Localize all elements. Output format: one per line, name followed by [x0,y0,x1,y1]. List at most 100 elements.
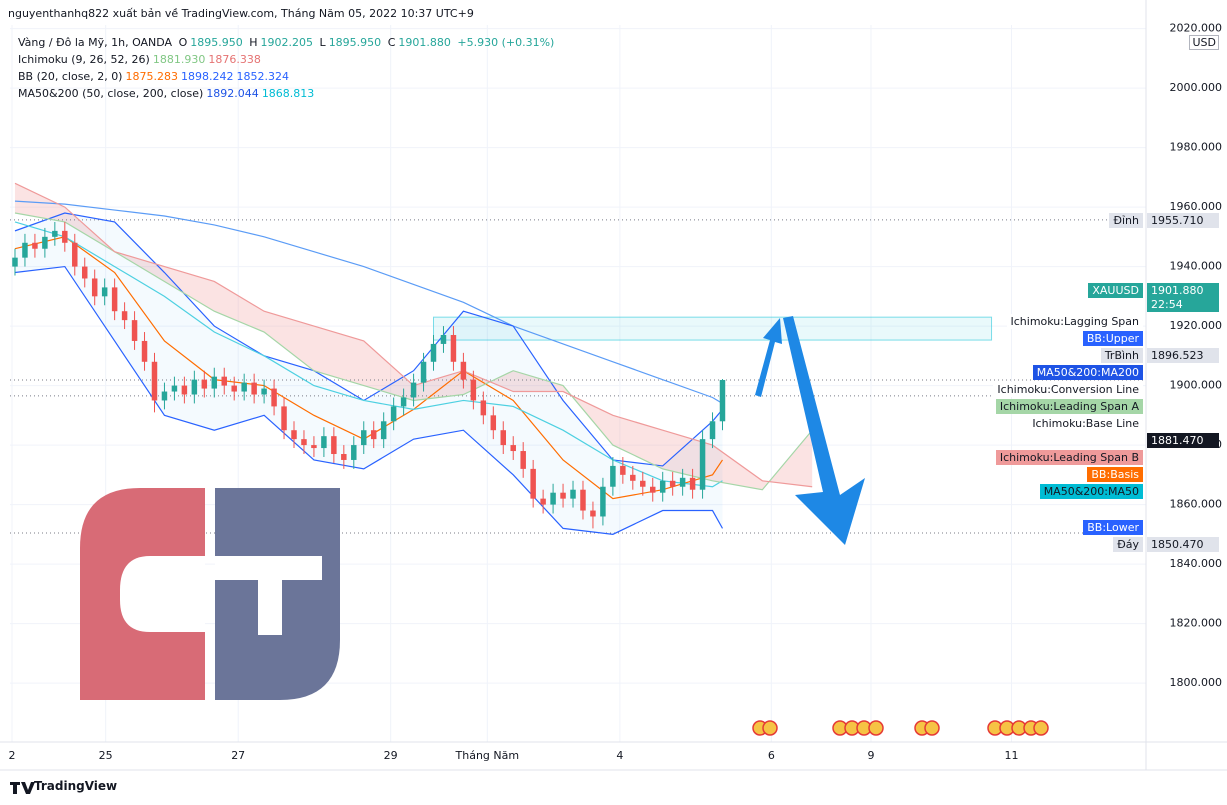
candle-body [311,445,317,449]
candle-body [22,242,28,258]
candle-body [72,242,78,267]
price-tag: BB:Upper [1082,331,1143,346]
axis-tag: 1901.880 [1147,283,1219,298]
candle-body [380,421,387,440]
candle-body [580,489,586,511]
candle-body [151,361,158,401]
arrow-down [783,316,865,545]
candle-body [440,335,447,344]
candle-body [430,343,437,362]
candle-body [679,477,686,487]
legend: Vàng / Đô la Mỹ, 1h, OANDA O 1895.950 H 19… [18,34,557,102]
candle-body [121,311,128,321]
candle-body [560,492,566,499]
price-tag: BB:Basis [1087,467,1143,482]
logo-t-hole [215,556,322,635]
y-tick-label: 2020.000 [1170,22,1223,35]
plot-area [10,182,1146,535]
candle-body [640,480,646,487]
candle-body [669,480,676,487]
ohlc-value: 1901.880 [398,36,451,49]
candle-body [400,397,407,407]
candle-body [460,361,467,380]
y-tick-label: 1940.000 [1170,260,1223,273]
indicator-value: 1898.242 [180,70,234,83]
indicator-line [14,221,723,488]
price-tag: Ichimoku:Conversion Line [993,382,1143,397]
price-tag: Ichimoku:Leading Span A [995,399,1143,414]
price-tag: Đỉnh [1109,213,1143,228]
x-tick-label: 6 [768,749,775,762]
indicator-name: BB (20, close, 2, 0) [18,70,123,83]
ohlc-value: 1895.950 [190,36,243,49]
candle-body [281,406,287,431]
x-tick-label: 25 [99,749,113,762]
candle-body [500,430,507,446]
indicator-value: 1852.324 [236,70,289,83]
candle-body [321,436,327,449]
candle-body [590,510,596,517]
event-icon [924,720,940,736]
candle-body [221,376,227,386]
candle-body [450,335,457,362]
candle-body [291,430,297,440]
candle-body [719,379,726,422]
y-tick-label: 1920.000 [1170,319,1223,332]
indicator-value: 1875.283 [125,70,178,83]
candle-body [530,468,536,499]
indicator-line [14,236,723,500]
y-tick-label: 1960.000 [1170,200,1223,213]
price-tag: BB:Lower [1083,520,1143,535]
candle-body [540,498,546,505]
candle-body [261,388,267,395]
candle-body [181,385,188,395]
candle-body [331,436,337,455]
price-tag: TrBình [1100,348,1143,363]
zone [433,316,993,341]
candle-body [709,421,716,440]
candle-body [390,406,397,422]
axis-tag: 22:54 [1147,297,1219,312]
candle-body [231,385,237,392]
price-tag: MA50&200:MA50 [1039,484,1143,499]
publisher: nguyenthanhq822 xuất bản về TradingView.… [8,7,474,20]
change: +5.930 (+0.31%) [457,36,555,49]
logo [80,488,340,700]
x-tick-label: 4 [616,749,623,762]
y-tick-label: 1980.000 [1170,141,1223,154]
candle-body [211,376,218,389]
candle-body [470,379,477,401]
candle-body [42,236,48,249]
x-tick-label: 29 [384,749,398,762]
event-icon [1033,720,1049,736]
candle-body [570,489,576,499]
y-tick-label: 1820.000 [1170,617,1223,630]
x-tick-label: 2 [8,749,15,762]
candle-body [659,480,666,493]
footer: TradingView [34,779,118,793]
candle-body [370,430,377,440]
axis-tag: 1896.523 [1147,348,1219,363]
tv-logo [10,782,35,794]
candle-body [550,492,556,505]
indicator-value: 1881.930 [152,53,206,66]
y-tick-label: 1900.000 [1170,379,1223,392]
y-tick-label: 1860.000 [1170,498,1223,511]
ohlc-value: 1895.950 [328,36,382,49]
legend-row: Vàng / Đô la Mỹ, 1h, OANDA O 1895.950 H 19… [18,34,557,51]
candle-body [81,266,88,279]
indicator-line [14,200,723,404]
candle-body [480,400,487,416]
candle-body [111,287,118,312]
candle-body [131,320,138,341]
indicator-value: 1868.813 [261,87,315,100]
price-tag: XAUUSD [1088,283,1143,298]
candle-body [630,474,636,481]
candle-body [490,415,497,431]
events [752,720,1049,736]
candle-body [201,379,208,389]
candle-body [241,382,247,392]
candle-body [101,287,108,297]
